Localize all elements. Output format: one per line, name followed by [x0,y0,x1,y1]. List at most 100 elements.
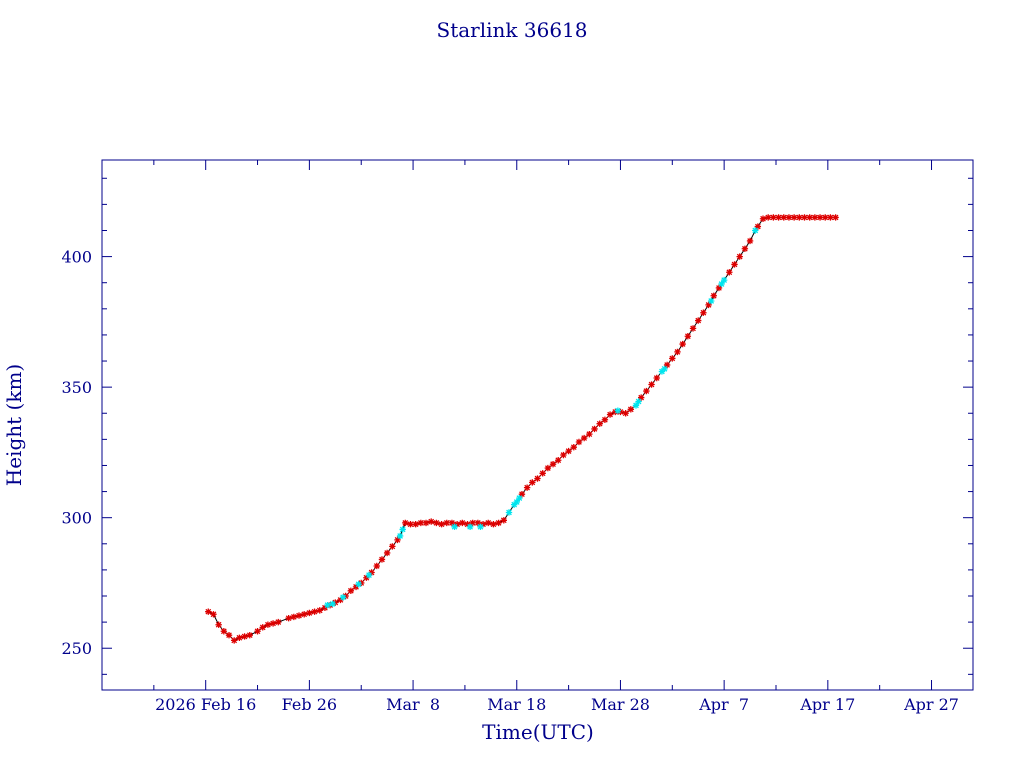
data-point [658,368,666,375]
data-point [433,519,440,527]
data-point [477,523,484,531]
data-point [205,608,212,615]
data-point [674,348,681,356]
data-point [707,297,715,305]
data-point [510,501,518,508]
data-point [710,292,717,299]
data-point [596,420,603,427]
data-point [518,490,526,498]
data-point [332,599,339,606]
data-point [490,521,497,528]
data-point [324,601,331,609]
axis-ticks [101,160,973,690]
data-point [785,214,793,221]
data-point [513,498,520,506]
data-point [459,519,466,527]
data-point [806,214,813,221]
data-point [715,284,723,292]
data-point [832,214,839,221]
data-point [495,519,502,527]
data-point [399,526,406,533]
data-point [300,611,308,618]
data-point [736,253,743,260]
data-point [612,408,619,416]
data-point [396,532,404,540]
data-point [741,245,749,252]
data-point [402,519,409,527]
data-point [539,470,546,477]
data-point [394,536,401,544]
data-point [653,374,660,382]
data-point [780,214,787,221]
x-tick-label: 2026 Feb 16 [155,695,256,714]
data-point [378,556,386,563]
x-axis-label: Time(UTC) [482,720,594,744]
data-point [601,416,609,423]
data-point [383,549,391,557]
data-point [417,519,425,527]
data-point [215,621,222,628]
data-point [342,592,349,600]
data-point [438,521,445,528]
data-point [407,521,414,528]
data-point [469,519,476,527]
data-point [632,402,640,409]
data-point [275,618,282,626]
data-point [759,215,767,222]
data-point [422,519,430,527]
x-tick-label: Mar 18 [487,695,546,714]
data-point [428,518,435,525]
y-tick-label: 400 [61,248,92,267]
chart-title: Starlink 36618 [437,18,588,42]
data-points [205,214,839,644]
data-point [816,214,824,221]
data-point [321,604,329,611]
y-axis-label: Height (km) [2,364,26,486]
data-point [684,333,692,340]
y-tick-label: 250 [61,639,92,658]
data-point [485,519,492,527]
data-point [718,280,725,288]
x-tick-label: Apr 17 [799,695,855,714]
data-point [705,301,712,309]
data-point [549,460,557,468]
data-point [635,398,642,405]
data-point [412,521,419,528]
data-point [295,612,303,619]
data-point [752,227,759,234]
data-point [700,309,707,316]
data-point [770,214,777,221]
data-point [474,519,482,527]
data-point [765,214,772,221]
data-point [591,425,598,433]
data-point [663,361,671,369]
data-point [643,387,650,395]
data-point [368,569,375,576]
data-point [534,475,541,482]
data-point [570,443,577,451]
data-point [347,587,355,594]
data-point [726,269,733,276]
data-point [453,521,461,528]
data-point [225,631,233,639]
x-tick-label: Apr 27 [903,695,959,714]
data-point [606,411,614,418]
data-point [254,628,261,635]
y-tick-label: 300 [61,509,92,528]
data-point [689,325,697,332]
data-point [355,581,362,588]
data-point [259,624,266,631]
data-point [329,600,336,608]
data-point [523,484,531,491]
data-point [464,521,471,528]
data-point [339,594,347,601]
data-point [586,430,593,438]
data-point [311,608,318,615]
data-point [565,447,572,455]
data-point [560,451,567,459]
data-point [827,214,834,221]
data-point [801,214,808,221]
data-point [365,571,373,579]
x-tick-label: Mar 28 [591,695,650,714]
data-point [451,523,458,531]
